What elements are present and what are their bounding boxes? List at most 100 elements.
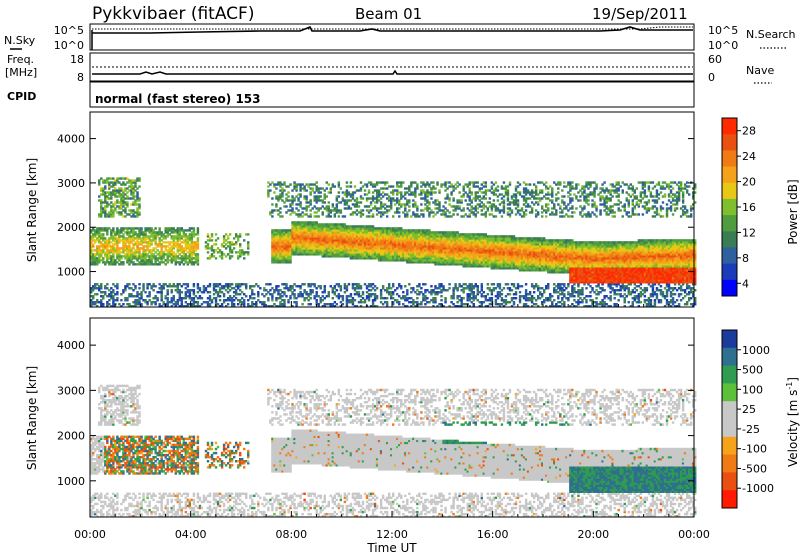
power-cell	[349, 193, 353, 196]
power-cell	[249, 295, 252, 298]
power-cell	[96, 233, 99, 236]
power-cell	[353, 305, 357, 308]
power-cell	[102, 305, 105, 308]
power-cell	[218, 299, 222, 302]
power-cell	[160, 287, 163, 290]
power-cell	[279, 305, 282, 308]
power-cell	[424, 241, 427, 244]
power-cell	[180, 285, 184, 288]
power-cell	[377, 249, 381, 252]
noise-left-label: N.Sky	[4, 34, 36, 47]
power-cell	[482, 191, 486, 194]
power-cell	[351, 249, 355, 252]
power-cell	[220, 251, 224, 254]
power-cell	[98, 195, 101, 198]
power-cell	[387, 283, 391, 286]
power-cell	[116, 283, 119, 286]
power-cell	[480, 201, 483, 204]
power-cell	[371, 207, 375, 210]
power-cell	[496, 265, 500, 268]
power-cell	[496, 245, 500, 248]
power-cell	[333, 305, 337, 308]
power-cell	[389, 253, 393, 256]
power-cell	[410, 181, 413, 184]
power-cell	[379, 211, 383, 214]
power-cell	[104, 205, 107, 208]
power-cell	[120, 251, 123, 254]
power-cell	[100, 241, 103, 244]
power-cell	[110, 247, 113, 250]
power-cell	[454, 261, 457, 264]
power-cell	[321, 187, 324, 190]
power-cell	[130, 287, 133, 290]
power-cell	[287, 289, 290, 292]
power-cell	[277, 297, 280, 300]
power-cell	[375, 231, 379, 234]
power-cell	[238, 283, 242, 286]
power-cell	[122, 249, 125, 252]
power-cell	[100, 193, 103, 196]
power-cell	[293, 243, 296, 246]
power-cell	[98, 235, 101, 238]
power-cell	[166, 227, 169, 230]
power-cell	[355, 245, 359, 248]
power-cell	[295, 227, 298, 230]
power-cell	[470, 261, 473, 264]
power-cell	[192, 253, 196, 256]
power-cell	[351, 237, 355, 240]
power-cell	[385, 301, 389, 304]
power-cell	[494, 187, 498, 190]
power-cell	[396, 259, 399, 262]
power-cell	[253, 293, 256, 296]
power-cell	[301, 241, 304, 244]
power-cell	[114, 247, 117, 250]
power-cell	[436, 253, 439, 256]
power-cell	[430, 187, 433, 190]
power-cell	[359, 189, 363, 192]
power-cell	[291, 195, 294, 198]
power-cell	[287, 287, 290, 290]
power-cell	[379, 193, 383, 196]
power-cell	[341, 241, 345, 244]
power-cell	[389, 197, 393, 200]
power-cell	[337, 255, 341, 258]
power-cell	[448, 203, 451, 206]
power-cell	[106, 179, 109, 182]
power-cell	[311, 229, 314, 232]
power-cell	[148, 239, 151, 242]
power-cell	[236, 257, 240, 260]
power-cell	[299, 235, 302, 238]
power-cell	[100, 291, 103, 294]
power-cell	[96, 253, 99, 256]
power-cell	[277, 241, 280, 244]
power-cell	[247, 303, 250, 306]
power-cell	[357, 225, 361, 228]
power-cell	[182, 247, 186, 250]
power-cell	[432, 239, 435, 242]
power-cell	[160, 251, 163, 254]
power-cell	[224, 299, 228, 302]
power-cell	[92, 261, 95, 264]
power-cell	[339, 231, 343, 234]
power-cell	[289, 239, 292, 242]
power-cell	[414, 237, 417, 240]
power-cell	[118, 255, 121, 258]
power-cell	[392, 253, 395, 256]
power-cell	[176, 245, 179, 248]
power-cell	[448, 239, 451, 242]
power-cell	[385, 297, 389, 300]
power-cell	[436, 203, 439, 206]
power-cell	[186, 229, 190, 232]
power-cell	[385, 231, 389, 234]
power-cell	[148, 237, 151, 240]
power-cell	[283, 233, 286, 236]
power-cell	[468, 239, 471, 242]
power-cell	[428, 215, 431, 218]
power-cell	[176, 239, 179, 242]
power-cell	[305, 197, 308, 200]
power-cell	[432, 301, 435, 304]
power-cell	[100, 295, 103, 298]
power-cell	[315, 293, 318, 296]
power-cell	[232, 305, 236, 308]
power-cell	[408, 241, 411, 244]
